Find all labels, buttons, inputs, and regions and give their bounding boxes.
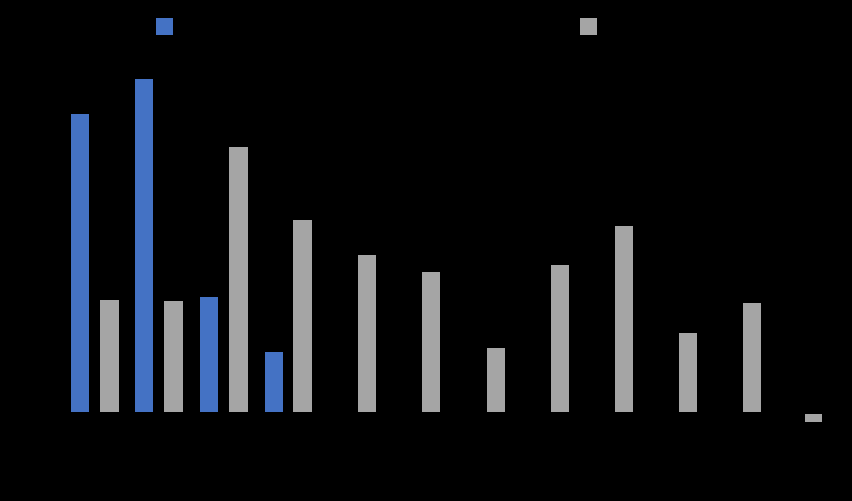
chart-bar[interactable] [615, 226, 633, 412]
chart-bar[interactable] [229, 147, 248, 412]
chart-bar[interactable] [265, 352, 283, 412]
chart-bar[interactable] [135, 79, 153, 412]
chart-bar[interactable] [679, 333, 697, 412]
legend-swatch-icon [156, 18, 173, 35]
chart-bar[interactable] [164, 301, 183, 412]
chart-bar[interactable] [743, 303, 761, 412]
legend-swatch-icon [580, 18, 597, 35]
chart-bar[interactable] [422, 272, 440, 412]
chart-bar[interactable] [71, 114, 89, 412]
chart-legend [0, 0, 852, 60]
chart-bar[interactable] [293, 220, 312, 412]
chart-bar[interactable] [100, 300, 119, 412]
chart-bar[interactable] [200, 297, 218, 412]
series-1-legend[interactable] [156, 18, 179, 35]
series-2-legend[interactable] [580, 18, 603, 35]
chart-bar[interactable] [805, 414, 822, 422]
chart-bar[interactable] [551, 265, 569, 412]
chart-bar[interactable] [358, 255, 376, 412]
chart-bar[interactable] [487, 348, 505, 412]
